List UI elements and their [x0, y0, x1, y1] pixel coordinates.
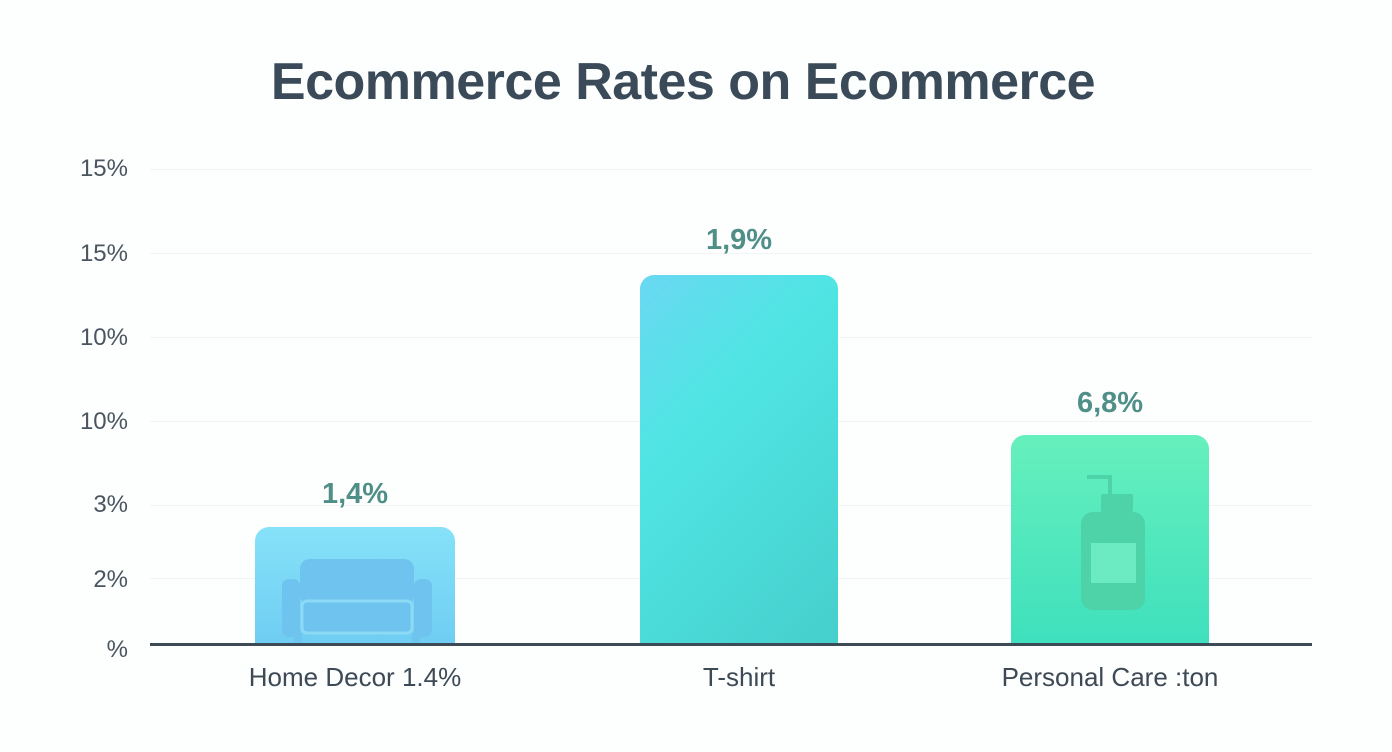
- bar-value-label: 6,8%: [1076, 387, 1144, 419]
- bar-home-decor: [255, 527, 455, 644]
- y-tick: 2%: [93, 566, 128, 593]
- x-label-t-shirt: T-shirt: [702, 662, 776, 692]
- bar-value-label: 1,9%: [705, 224, 773, 256]
- y-tick: 10%: [79, 324, 128, 351]
- x-label-personal-care: Personal Care :ton: [1001, 662, 1219, 692]
- y-tick: 10%: [79, 408, 128, 435]
- bar-personal-care: [1011, 435, 1209, 644]
- x-axis-line: [150, 643, 1312, 646]
- y-tick: 3%: [93, 491, 128, 518]
- y-tick: 15%: [79, 240, 128, 267]
- sofa-icon: [282, 559, 432, 643]
- gridline: [150, 253, 1312, 254]
- bar-t-shirt: [640, 275, 838, 644]
- soap-bottle-icon: [1081, 475, 1145, 610]
- y-tick: %: [106, 636, 128, 663]
- bar-value-label: 1,4%: [321, 478, 389, 510]
- x-label-home-decor: Home Decor 1.4%: [248, 662, 462, 692]
- gridline: [150, 169, 1312, 170]
- chart-title: Ecommerce Rates on Ecommerce: [270, 53, 1096, 111]
- y-tick: 15%: [79, 155, 128, 182]
